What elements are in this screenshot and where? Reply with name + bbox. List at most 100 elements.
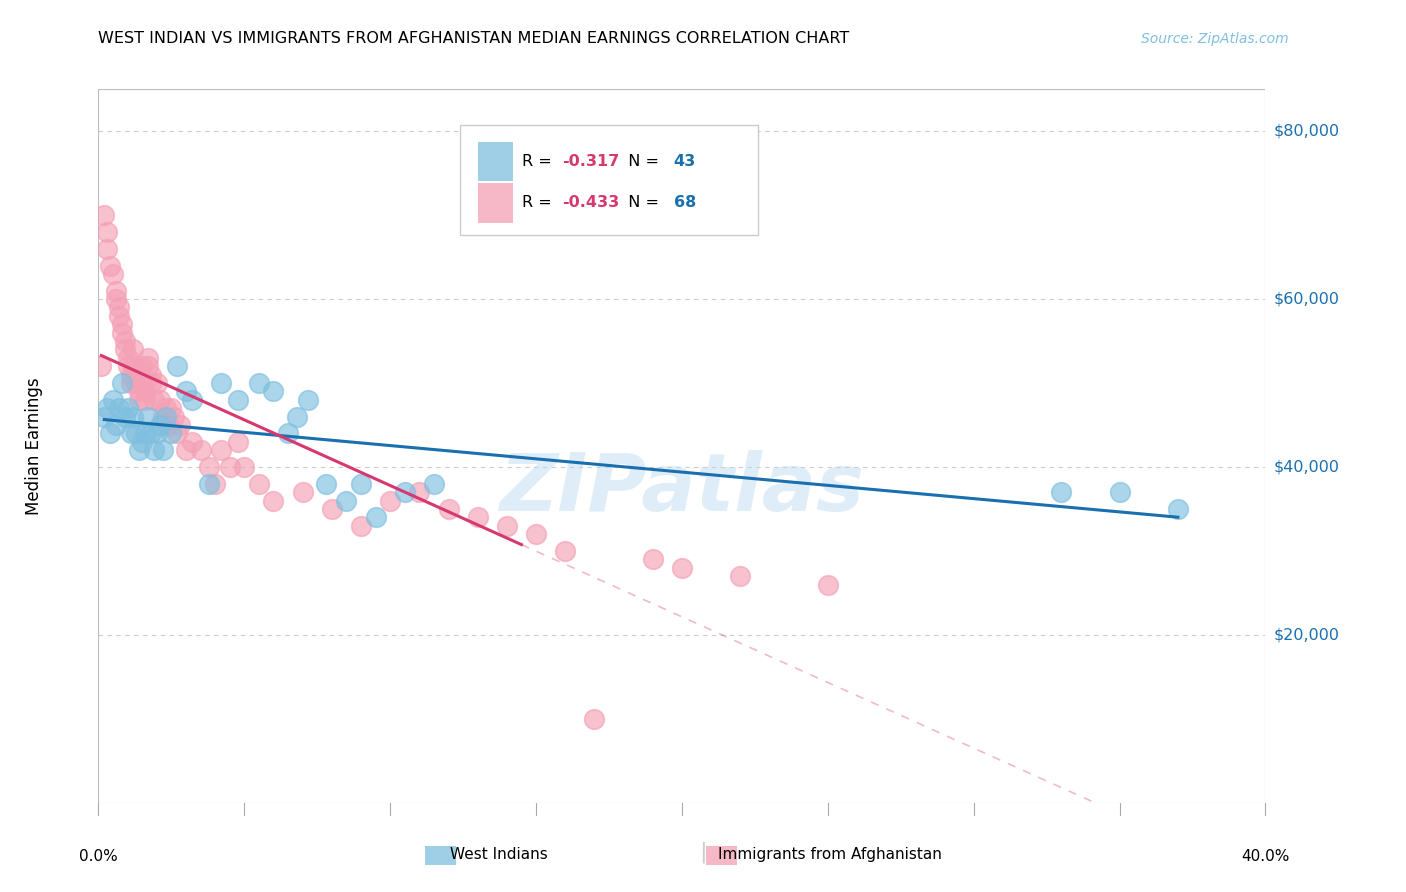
- Point: [120, 368, 142, 382]
- Point: [122, 409, 145, 424]
- Point: [160, 426, 183, 441]
- Point: [93, 409, 115, 424]
- Point: [136, 409, 159, 424]
- Point: [157, 417, 180, 432]
- Point: [125, 426, 148, 441]
- FancyBboxPatch shape: [478, 184, 513, 223]
- Point: [117, 401, 139, 416]
- Point: [104, 417, 127, 432]
- Point: [139, 376, 162, 390]
- Point: [437, 502, 460, 516]
- Point: [146, 376, 169, 390]
- Text: $40,000: $40,000: [1274, 459, 1340, 475]
- Point: [297, 392, 319, 407]
- Point: [174, 384, 197, 399]
- Point: [524, 527, 547, 541]
- Point: [142, 392, 165, 407]
- Point: [1108, 485, 1130, 500]
- Point: [104, 292, 127, 306]
- Point: [131, 376, 153, 390]
- Point: [104, 284, 127, 298]
- FancyBboxPatch shape: [706, 846, 737, 865]
- Point: [125, 368, 148, 382]
- Point: [1050, 485, 1073, 500]
- Point: [817, 577, 839, 591]
- Point: [96, 225, 118, 239]
- Point: [139, 426, 162, 441]
- Point: [190, 443, 212, 458]
- Text: Source: ZipAtlas.com: Source: ZipAtlas.com: [1142, 32, 1289, 46]
- Point: [496, 518, 519, 533]
- Point: [152, 409, 174, 424]
- Point: [152, 443, 174, 458]
- Point: [131, 434, 153, 449]
- Point: [146, 426, 169, 441]
- Point: [136, 359, 159, 374]
- Point: [321, 502, 343, 516]
- Point: [315, 476, 337, 491]
- Point: [114, 409, 136, 424]
- Point: [128, 392, 150, 407]
- Point: [262, 384, 284, 399]
- Text: WEST INDIAN VS IMMIGRANTS FROM AFGHANISTAN MEDIAN EARNINGS CORRELATION CHART: WEST INDIAN VS IMMIGRANTS FROM AFGHANIST…: [98, 31, 849, 46]
- Point: [122, 343, 145, 357]
- Point: [364, 510, 387, 524]
- Point: [125, 376, 148, 390]
- Point: [98, 259, 121, 273]
- Point: [198, 476, 221, 491]
- Point: [204, 476, 226, 491]
- Point: [163, 409, 186, 424]
- Text: 40.0%: 40.0%: [1241, 849, 1289, 864]
- Point: [467, 510, 489, 524]
- Point: [136, 351, 159, 365]
- Point: [641, 552, 664, 566]
- Point: [122, 359, 145, 374]
- Point: [423, 476, 446, 491]
- Point: [228, 434, 250, 449]
- Point: [96, 242, 118, 256]
- Point: [155, 409, 177, 424]
- Point: [149, 392, 172, 407]
- Point: [149, 417, 172, 432]
- Point: [262, 493, 284, 508]
- Point: [554, 544, 576, 558]
- Point: [90, 359, 112, 374]
- Point: [380, 493, 402, 508]
- Point: [111, 326, 134, 340]
- Text: -0.317: -0.317: [562, 154, 619, 169]
- Text: West Indians: West Indians: [450, 847, 548, 862]
- FancyBboxPatch shape: [460, 125, 758, 235]
- Point: [128, 384, 150, 399]
- Point: [166, 359, 188, 374]
- Point: [120, 376, 142, 390]
- Point: [131, 359, 153, 374]
- Point: [166, 426, 188, 441]
- Point: [350, 476, 373, 491]
- Point: [291, 485, 314, 500]
- Text: Median Earnings: Median Earnings: [25, 377, 44, 515]
- Text: 0.0%: 0.0%: [79, 849, 118, 864]
- Text: R =: R =: [522, 195, 557, 211]
- Point: [96, 401, 118, 416]
- Point: [111, 376, 134, 390]
- Text: R =: R =: [522, 154, 557, 169]
- Point: [174, 443, 197, 458]
- Text: $60,000: $60,000: [1274, 292, 1340, 307]
- Point: [583, 712, 606, 726]
- Text: 68: 68: [673, 195, 696, 211]
- Point: [247, 476, 270, 491]
- Point: [114, 334, 136, 348]
- Text: Immigrants from Afghanistan: Immigrants from Afghanistan: [717, 847, 942, 862]
- Point: [160, 401, 183, 416]
- Point: [209, 443, 232, 458]
- FancyBboxPatch shape: [425, 846, 456, 865]
- Point: [209, 376, 232, 390]
- Point: [350, 518, 373, 533]
- Point: [101, 392, 124, 407]
- Point: [142, 443, 165, 458]
- Point: [408, 485, 430, 500]
- Text: |: |: [699, 841, 707, 863]
- Text: N =: N =: [617, 195, 664, 211]
- Point: [139, 368, 162, 382]
- Point: [108, 301, 131, 315]
